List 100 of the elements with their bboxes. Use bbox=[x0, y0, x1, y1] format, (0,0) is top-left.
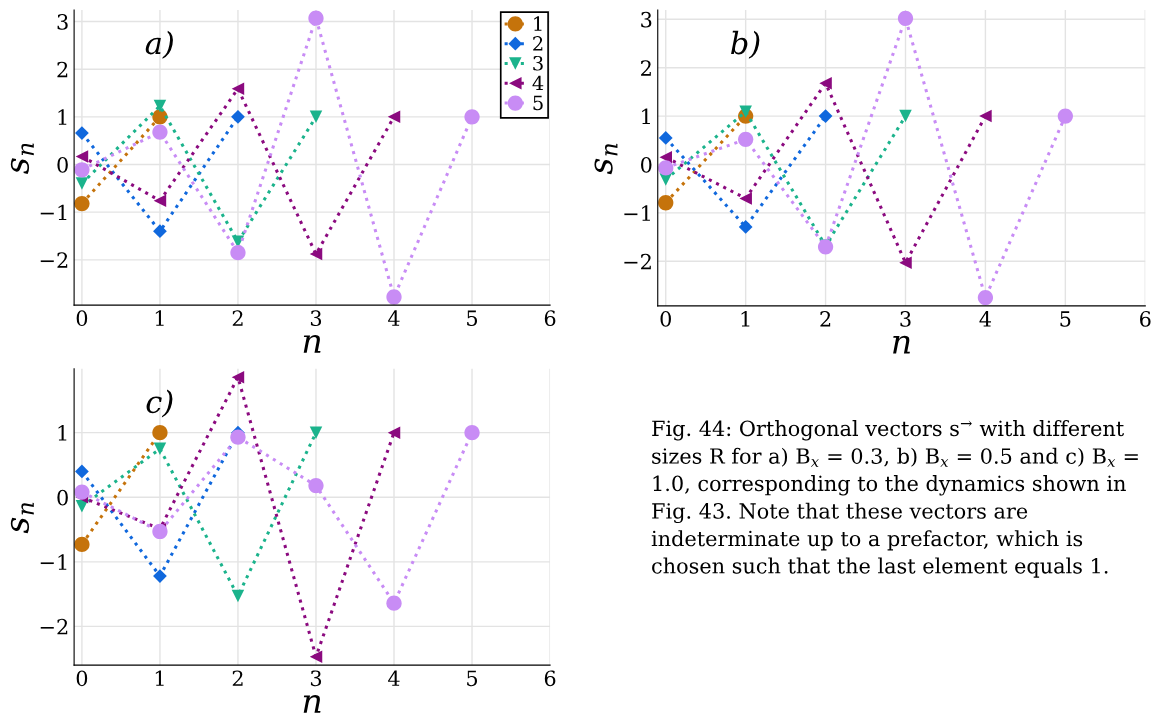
point bbox=[75, 177, 89, 190]
point bbox=[658, 131, 673, 145]
x-tick-label: 0 bbox=[76, 670, 88, 687]
point bbox=[658, 195, 674, 211]
point bbox=[979, 109, 992, 123]
x-tick-label: 3 bbox=[310, 670, 322, 687]
point bbox=[309, 247, 323, 261]
y-tick-label: 3 bbox=[57, 14, 68, 30]
x-tick-label: 6 bbox=[1140, 311, 1151, 327]
point bbox=[74, 484, 90, 500]
point bbox=[977, 289, 994, 306]
point bbox=[739, 105, 752, 119]
point bbox=[464, 425, 480, 441]
x-tick-label: 0 bbox=[76, 310, 88, 327]
x-tick-label: 2 bbox=[820, 311, 831, 327]
point bbox=[74, 162, 90, 178]
point bbox=[309, 650, 323, 664]
y-tick-label: 2 bbox=[641, 60, 651, 76]
point bbox=[308, 10, 324, 26]
y-axis-title: s$_{n}$ bbox=[10, 502, 34, 534]
point bbox=[1057, 108, 1073, 124]
y-tick-label: 0 bbox=[57, 489, 68, 506]
x-tick-label: 1 bbox=[741, 311, 750, 327]
point bbox=[309, 110, 323, 124]
point bbox=[153, 194, 167, 207]
point bbox=[153, 442, 167, 456]
point bbox=[464, 109, 480, 125]
x-axis-title: n bbox=[893, 335, 910, 354]
text: Fig. 44: Orthogonal vectors s$^{→}$ with different sizes R for a) B$_{x}$ = 0.3, b) B$_{x}$ = 0.5 and c) B$_{x}$ = 1.0, corresponding to the dynamics shown in Fig. 43. Note that these vectors are indeterminate up to a prefactor, which is chosen such that the last element equals 1. bbox=[651, 420, 1138, 578]
point bbox=[152, 124, 168, 140]
y-tick-label: −1 bbox=[40, 554, 67, 570]
x-tick-label: 4 bbox=[388, 310, 400, 326]
point bbox=[75, 126, 89, 140]
point bbox=[230, 245, 246, 261]
point bbox=[738, 220, 753, 234]
point bbox=[386, 595, 402, 611]
point bbox=[738, 131, 754, 147]
annotation: c) bbox=[146, 389, 173, 418]
y-tick-label: 0 bbox=[641, 156, 652, 173]
y-tick-label: −1 bbox=[40, 204, 67, 221]
point bbox=[899, 109, 912, 123]
y-tick-label: 1 bbox=[642, 108, 650, 125]
point bbox=[308, 477, 324, 494]
x-tick-label: 5 bbox=[1060, 311, 1071, 327]
point bbox=[658, 160, 674, 176]
y-tick-label: −2 bbox=[40, 252, 68, 268]
x-axis-title: n bbox=[303, 694, 321, 713]
x-tick-label: 3 bbox=[900, 311, 911, 327]
y-tick-label: −1 bbox=[624, 205, 650, 221]
x-tick-label: 2 bbox=[232, 310, 243, 326]
point bbox=[74, 536, 90, 553]
point bbox=[231, 82, 245, 95]
x-tick-label: 2 bbox=[232, 670, 243, 686]
point bbox=[153, 99, 167, 113]
point bbox=[231, 235, 245, 248]
point bbox=[899, 256, 912, 270]
y-tick-label: 0 bbox=[57, 156, 68, 173]
point bbox=[818, 109, 833, 123]
y-tick-label: 1 bbox=[58, 425, 67, 441]
point bbox=[309, 426, 323, 439]
y-tick-label: −2 bbox=[624, 253, 651, 270]
point bbox=[231, 109, 245, 124]
legend-label: 4 bbox=[532, 75, 544, 91]
point bbox=[75, 150, 89, 163]
y-tick-label: 1 bbox=[58, 109, 67, 125]
x-tick-label: 1 bbox=[155, 670, 164, 686]
x-tick-label: 4 bbox=[979, 311, 991, 327]
point bbox=[739, 192, 752, 205]
point bbox=[387, 110, 401, 124]
x-tick-label: 5 bbox=[467, 670, 478, 687]
point bbox=[386, 289, 402, 305]
point bbox=[231, 370, 245, 384]
point bbox=[153, 224, 167, 239]
point bbox=[152, 523, 168, 540]
point bbox=[819, 76, 832, 90]
point bbox=[75, 464, 89, 479]
x-tick-label: 3 bbox=[310, 310, 322, 327]
y-tick-label: 3 bbox=[641, 11, 652, 28]
point bbox=[897, 10, 914, 26]
point bbox=[659, 151, 672, 164]
x-tick-label: 1 bbox=[155, 310, 164, 326]
point bbox=[230, 429, 246, 445]
legend-label: 1 bbox=[534, 16, 542, 31]
y-tick-label: −2 bbox=[40, 618, 68, 635]
x-tick-label: 5 bbox=[467, 310, 478, 327]
legend-label: 5 bbox=[533, 95, 543, 111]
y-axis-title: s$_{n}$ bbox=[594, 143, 618, 175]
point bbox=[387, 426, 401, 439]
x-tick-label: 4 bbox=[388, 670, 400, 686]
point bbox=[231, 589, 245, 603]
legend-label: 3 bbox=[533, 55, 543, 71]
x-axis-title: n bbox=[303, 334, 321, 353]
legend-label: 2 bbox=[533, 36, 543, 51]
annotation: b) bbox=[731, 30, 760, 59]
point bbox=[152, 425, 168, 441]
x-tick-label: 0 bbox=[660, 311, 671, 327]
annotation: a) bbox=[145, 30, 173, 59]
x-tick-label: 6 bbox=[544, 310, 556, 327]
y-axis-title: s$_{n}$ bbox=[10, 143, 34, 174]
point bbox=[74, 195, 90, 212]
